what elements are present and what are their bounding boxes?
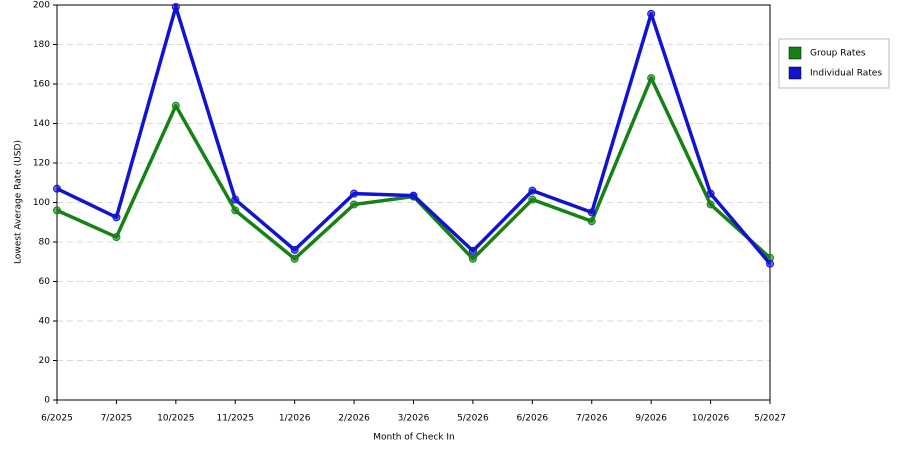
data-point bbox=[528, 186, 537, 195]
x-tick-label: 9/2026 bbox=[635, 414, 667, 424]
x-tick-label: 10/2025 bbox=[157, 414, 194, 424]
data-point bbox=[706, 189, 715, 198]
y-tick-label: 20 bbox=[39, 356, 51, 366]
data-point bbox=[468, 254, 477, 263]
x-tick-label: 7/2025 bbox=[101, 414, 133, 424]
y-tick-label: 180 bbox=[33, 40, 50, 50]
legend-label: Group Rates bbox=[810, 49, 866, 59]
x-tick-label: 3/2026 bbox=[398, 414, 430, 424]
x-tick-label: 5/2027 bbox=[754, 414, 786, 424]
x-tick-label: 1/2026 bbox=[279, 414, 311, 424]
data-point bbox=[290, 254, 299, 263]
data-point bbox=[231, 195, 240, 204]
data-point bbox=[766, 259, 774, 268]
data-point bbox=[112, 233, 121, 242]
x-tick-label: 2/2026 bbox=[338, 414, 370, 424]
data-point bbox=[409, 191, 418, 200]
y-tick-label: 40 bbox=[39, 317, 51, 327]
y-tick-label: 100 bbox=[33, 198, 50, 208]
data-point bbox=[112, 213, 121, 222]
legend-box bbox=[778, 38, 890, 89]
y-axis-label: Lowest Average Rate (USD) bbox=[14, 140, 24, 264]
y-tick-label: 160 bbox=[33, 80, 50, 90]
x-axis-label: Month of Check In bbox=[373, 433, 455, 443]
data-point bbox=[231, 206, 240, 215]
y-tick-label: 60 bbox=[39, 277, 51, 287]
y-tick-label: 0 bbox=[44, 396, 50, 406]
data-point bbox=[587, 208, 596, 217]
data-point bbox=[706, 200, 715, 209]
x-tick-label: 7/2026 bbox=[576, 414, 608, 424]
y-tick-label: 140 bbox=[33, 119, 50, 129]
data-point bbox=[290, 245, 299, 254]
x-tick-label: 6/2025 bbox=[41, 414, 73, 424]
data-point bbox=[528, 195, 537, 204]
data-point bbox=[587, 217, 596, 226]
y-tick-label: 120 bbox=[33, 159, 50, 169]
data-point bbox=[53, 184, 61, 193]
x-tick-label: 6/2026 bbox=[516, 414, 548, 424]
data-point bbox=[171, 2, 180, 11]
legend-swatch bbox=[788, 46, 802, 60]
data-point bbox=[171, 101, 180, 110]
data-point bbox=[647, 74, 656, 83]
x-tick-label: 5/2026 bbox=[457, 414, 489, 424]
x-tick-label: 10/2026 bbox=[692, 414, 730, 424]
data-point bbox=[350, 200, 359, 209]
data-point bbox=[468, 246, 477, 255]
legend-label: Individual Rates bbox=[810, 69, 882, 79]
x-tick-label: 11/2025 bbox=[217, 414, 254, 424]
legend-swatch bbox=[788, 66, 802, 80]
data-point bbox=[647, 9, 656, 18]
y-tick-label: 200 bbox=[33, 1, 50, 11]
data-point bbox=[350, 189, 359, 198]
data-point bbox=[53, 206, 61, 215]
y-tick-label: 80 bbox=[39, 238, 51, 248]
